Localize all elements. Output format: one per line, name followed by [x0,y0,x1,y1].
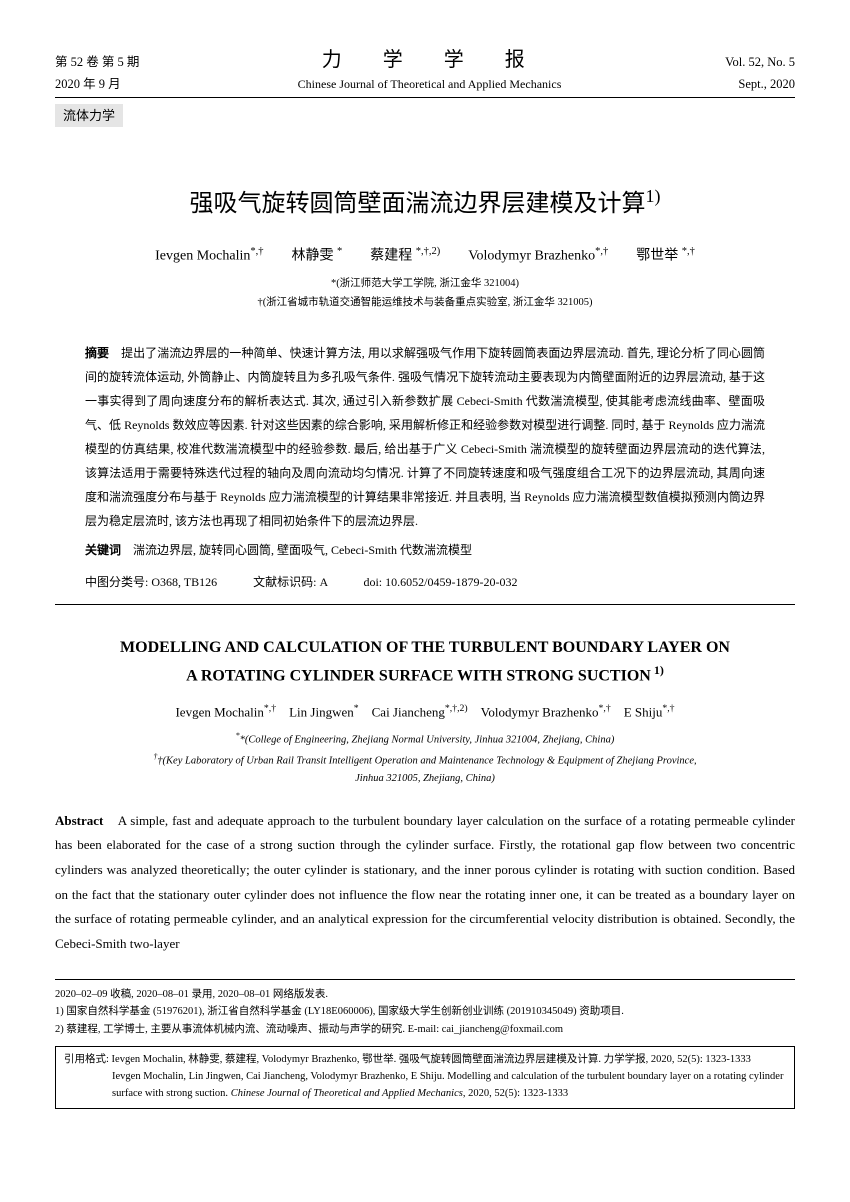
affiliation-1-en: **(College of Engineering, Zhejiang Norm… [55,730,795,748]
affiliation-3-en: Jinhua 321005, Zhejiang, China) [55,771,795,787]
abstract-label-cn: 摘要 [85,346,109,360]
title-en: MODELLING AND CALCULATION OF THE TURBULE… [55,635,795,689]
footnote-corresponding: 2) 蔡建程, 工学博士, 主要从事流体机械内流、流动噪声、振动与声学的研究. … [55,1021,795,1039]
date-cn: 2020 年 9 月 [55,75,121,94]
abstract-en: Abstract A simple, fast and adequate app… [55,809,795,957]
date-en: Sept., 2020 [738,75,795,94]
title-cn-sup: 1) [646,186,661,206]
classification-line: 中图分类号: O368, TB126 文献标识码: A doi: 10.6052… [55,573,795,605]
affil2-en-text: †(Key Laboratory of Urban Rail Transit I… [157,755,696,766]
abstract-label-en: Abstract [55,813,103,828]
citation-label: 引用格式: [64,1054,112,1065]
title-cn: 强吸气旋转圆筒壁面湍流边界层建模及计算1) [55,183,795,222]
affiliation-2-en: ††(Key Laboratory of Urban Rail Transit … [55,751,795,769]
keywords-cn: 关键词 湍流边界层, 旋转同心圆筒, 壁面吸气, Cebeci-Smith 代数… [55,541,795,559]
citation-en: Ievgen Mochalin, Lin Jingwen, Cai Jianch… [64,1069,786,1103]
citation-cn: Ievgen Mochalin, 林静雯, 蔡建程, Volodymyr Bra… [112,1054,751,1065]
footnote-funding: 1) 国家自然科学基金 (51976201), 浙江省自然科学基金 (LY18E… [55,1003,795,1021]
title-cn-text: 强吸气旋转圆筒壁面湍流边界层建模及计算 [190,191,646,217]
keywords-text-cn: 湍流边界层, 旋转同心圆筒, 壁面吸气, Cebeci-Smith 代数湍流模型 [121,543,472,557]
vol-issue-en: Vol. 52, No. 5 [725,53,795,72]
keywords-label-cn: 关键词 [85,543,121,557]
footnotes: 2020–02–09 收稿, 2020–08–01 录用, 2020–08–01… [55,979,795,1109]
abstract-cn: 摘要 提出了湍流边界层的一种简单、快速计算方法, 用以求解强吸气作用下旋转圆筒表… [55,341,795,533]
abstract-text-cn: 提出了湍流边界层的一种简单、快速计算方法, 用以求解强吸气作用下旋转圆筒表面边界… [85,346,765,528]
abstract-text-en: A simple, fast and adequate approach to … [55,813,795,951]
authors-cn: Ievgen Mochalin*,† 林静雯 * 蔡建程 *,†,2) Volo… [55,244,795,267]
category-tag: 流体力学 [55,104,123,128]
citation-box: 引用格式: Ievgen Mochalin, 林静雯, 蔡建程, Volodym… [55,1046,795,1108]
journal-name-cn: 力 学 学 报 [322,45,543,75]
header-row-1: 第 52 卷 第 5 期 力 学 学 报 Vol. 52, No. 5 [55,45,795,75]
affiliation-1-cn: *(浙江师范大学工学院, 浙江金华 321004) [55,276,795,292]
title-en-sup: 1) [651,663,664,677]
affiliation-2-cn: †(浙江省城市轨道交通智能运维技术与装备重点实验室, 浙江金华 321005) [55,295,795,311]
authors-en: Ievgen Mochalin*,† Lin Jingwen* Cai Jian… [55,702,795,722]
journal-name-en: Chinese Journal of Theoretical and Appli… [298,75,562,93]
title-en-line1: MODELLING AND CALCULATION OF THE TURBULE… [120,639,730,656]
title-en-line2: A ROTATING CYLINDER SURFACE WITH STRONG … [186,667,651,684]
footnote-dates: 2020–02–09 收稿, 2020–08–01 录用, 2020–08–01… [55,986,795,1004]
affil1-en-text: *(College of Engineering, Zhejiang Norma… [240,735,615,746]
vol-issue-cn: 第 52 卷 第 5 期 [55,53,139,72]
header-row-2: 2020 年 9 月 Chinese Journal of Theoretica… [55,75,795,98]
